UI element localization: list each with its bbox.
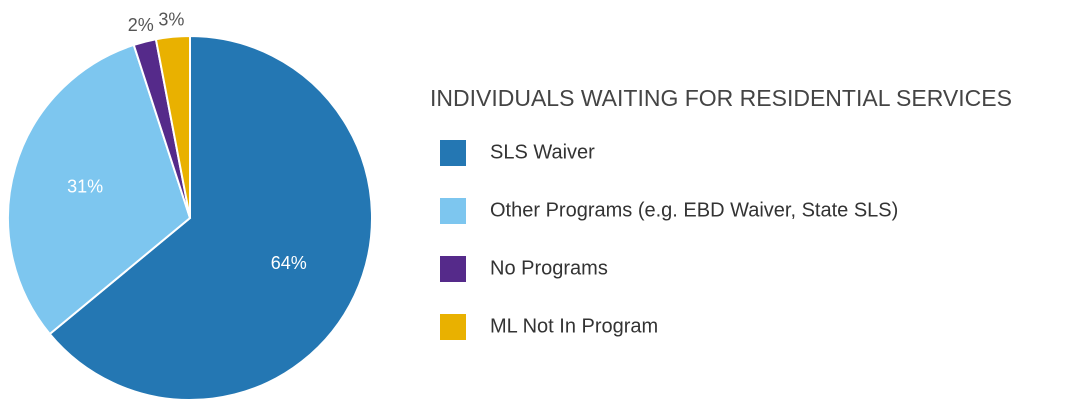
- legend-label: ML Not In Program: [490, 315, 658, 337]
- slice-label: 31%: [67, 176, 103, 196]
- pie-slice: [48, 34, 373, 400]
- legend-label: No Programs: [490, 257, 608, 279]
- slice-label: 3%: [158, 10, 184, 30]
- legend-title: INDIVIDUALS WAITING FOR RESIDENTIAL SERV…: [430, 85, 1012, 111]
- legend-label: Other Programs (e.g. EBD Waiver, State S…: [490, 199, 898, 221]
- legend-swatch: [440, 140, 466, 166]
- slice-label: 2%: [128, 15, 154, 35]
- pie-slice: [154, 34, 191, 219]
- slice-label: 64%: [271, 253, 307, 273]
- legend-label: SLS Waiver: [490, 141, 595, 163]
- legend-swatch: [440, 314, 466, 340]
- pie-slice: [7, 43, 192, 336]
- legend-swatch: [440, 198, 466, 224]
- legend-swatch: [440, 256, 466, 282]
